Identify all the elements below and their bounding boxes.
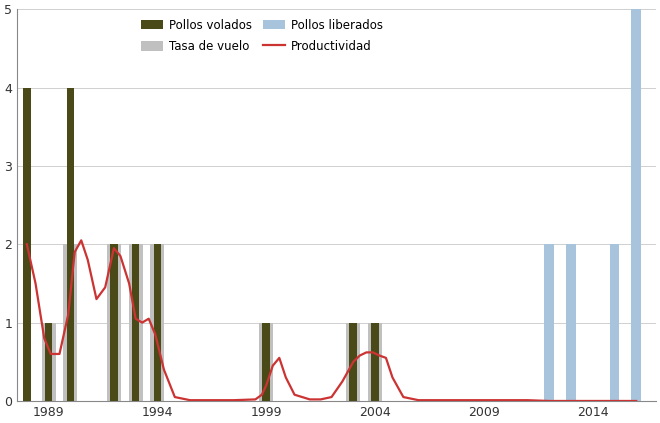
Bar (42, 323, 55, 401)
Bar (67, 88, 74, 401)
Bar (346, 323, 360, 401)
Legend: Pollos volados, Tasa de vuelo, Pollos liberados, Productividad: Pollos volados, Tasa de vuelo, Pollos li… (138, 15, 386, 56)
Bar (150, 244, 164, 401)
Bar (610, 244, 619, 401)
Bar (566, 244, 576, 401)
Bar (350, 323, 357, 401)
Bar (110, 244, 117, 401)
Bar (372, 323, 379, 401)
Bar (107, 244, 121, 401)
Bar (154, 244, 161, 401)
Bar (129, 244, 143, 401)
Bar (368, 323, 382, 401)
Bar (544, 244, 554, 401)
Bar (63, 244, 77, 401)
Bar (632, 9, 641, 401)
Bar (259, 323, 273, 401)
Bar (23, 88, 30, 401)
Bar (132, 244, 139, 401)
Bar (263, 323, 270, 401)
Bar (45, 323, 52, 401)
